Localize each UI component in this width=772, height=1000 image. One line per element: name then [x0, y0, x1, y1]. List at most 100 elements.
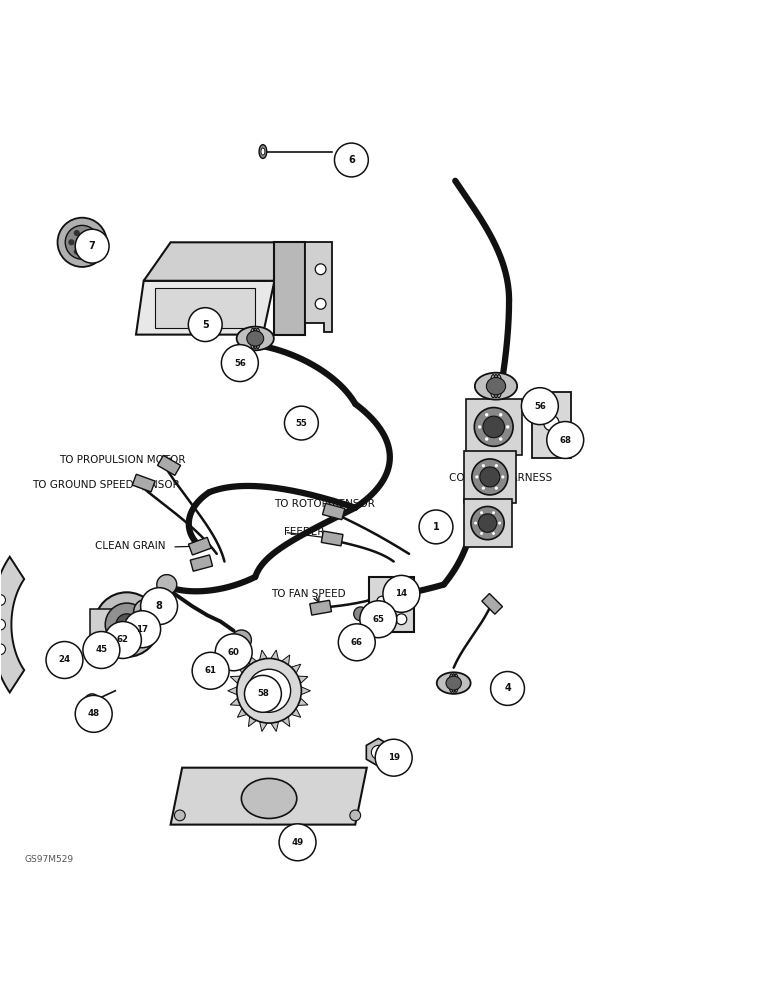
Circle shape: [350, 810, 361, 821]
Circle shape: [480, 467, 499, 487]
Circle shape: [279, 824, 316, 861]
Circle shape: [495, 464, 498, 467]
Text: 7: 7: [89, 241, 96, 251]
Circle shape: [0, 644, 5, 655]
Text: TO GROUND SPEED SENSOR: TO GROUND SPEED SENSOR: [32, 480, 180, 490]
Text: 56: 56: [234, 359, 245, 368]
Circle shape: [396, 614, 407, 625]
Polygon shape: [193, 563, 212, 568]
Polygon shape: [291, 708, 301, 717]
Circle shape: [485, 413, 489, 417]
Polygon shape: [282, 655, 290, 665]
Ellipse shape: [242, 778, 296, 818]
Circle shape: [75, 229, 109, 263]
Circle shape: [122, 620, 131, 629]
Text: 4: 4: [504, 683, 511, 693]
Circle shape: [174, 810, 185, 821]
Text: CONSOLE HARNESS: CONSOLE HARNESS: [449, 473, 552, 483]
Circle shape: [284, 406, 318, 440]
Circle shape: [222, 345, 259, 382]
Circle shape: [482, 464, 485, 467]
Circle shape: [499, 413, 503, 417]
Circle shape: [124, 611, 161, 648]
Circle shape: [474, 522, 477, 525]
Circle shape: [375, 739, 412, 776]
Circle shape: [262, 683, 277, 698]
Polygon shape: [321, 539, 341, 542]
Circle shape: [360, 601, 397, 638]
Polygon shape: [298, 676, 308, 683]
Circle shape: [79, 239, 85, 245]
Circle shape: [94, 592, 159, 657]
Polygon shape: [301, 687, 310, 695]
Circle shape: [157, 575, 177, 595]
Text: 66: 66: [350, 638, 363, 647]
Polygon shape: [157, 462, 174, 472]
Circle shape: [498, 522, 501, 525]
Text: 49: 49: [292, 838, 303, 847]
Circle shape: [46, 642, 83, 678]
Circle shape: [134, 599, 158, 624]
Circle shape: [491, 672, 524, 705]
Circle shape: [116, 614, 137, 635]
Circle shape: [105, 603, 148, 646]
Ellipse shape: [247, 331, 264, 346]
Text: 61: 61: [205, 666, 217, 675]
Circle shape: [543, 415, 559, 431]
Ellipse shape: [261, 148, 265, 155]
Text: 68: 68: [559, 436, 571, 445]
Circle shape: [73, 230, 80, 236]
Ellipse shape: [437, 672, 471, 694]
Polygon shape: [305, 242, 332, 332]
Circle shape: [73, 249, 80, 255]
Polygon shape: [291, 664, 301, 673]
Text: 24: 24: [59, 655, 70, 664]
Polygon shape: [0, 557, 24, 692]
Polygon shape: [271, 650, 279, 660]
Text: 60: 60: [228, 648, 239, 657]
Circle shape: [383, 575, 420, 612]
Circle shape: [68, 239, 74, 245]
Text: 6: 6: [348, 155, 355, 165]
Circle shape: [83, 632, 120, 668]
Circle shape: [237, 658, 301, 723]
Polygon shape: [323, 511, 342, 516]
Circle shape: [338, 624, 375, 661]
Circle shape: [104, 622, 141, 658]
Circle shape: [419, 510, 453, 544]
Text: FEEDER: FEEDER: [284, 527, 325, 537]
Polygon shape: [259, 722, 267, 731]
Circle shape: [492, 511, 495, 514]
Polygon shape: [271, 722, 279, 731]
Circle shape: [499, 437, 503, 441]
FancyBboxPatch shape: [466, 399, 522, 455]
Text: 17: 17: [136, 625, 148, 634]
FancyBboxPatch shape: [155, 288, 256, 328]
FancyBboxPatch shape: [463, 499, 512, 547]
FancyBboxPatch shape: [90, 609, 113, 640]
Circle shape: [66, 225, 99, 259]
Polygon shape: [136, 281, 275, 335]
Circle shape: [521, 388, 558, 425]
Circle shape: [492, 532, 495, 535]
Text: 55: 55: [296, 419, 307, 428]
Ellipse shape: [446, 676, 462, 690]
Polygon shape: [312, 608, 331, 612]
Circle shape: [0, 595, 5, 605]
Circle shape: [334, 143, 368, 177]
Text: 48: 48: [88, 709, 100, 718]
Polygon shape: [275, 242, 305, 335]
Polygon shape: [230, 698, 240, 705]
Circle shape: [506, 425, 510, 429]
Circle shape: [344, 628, 358, 642]
Circle shape: [476, 475, 479, 479]
Circle shape: [141, 588, 178, 625]
Circle shape: [480, 532, 483, 535]
Polygon shape: [132, 482, 151, 488]
Ellipse shape: [259, 145, 267, 158]
Polygon shape: [249, 717, 256, 727]
Polygon shape: [190, 555, 212, 571]
Circle shape: [192, 652, 229, 689]
Circle shape: [482, 487, 485, 490]
Circle shape: [84, 249, 90, 255]
